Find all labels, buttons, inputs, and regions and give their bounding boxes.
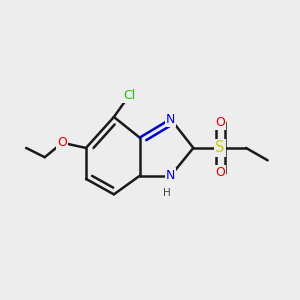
Text: O: O — [57, 136, 67, 149]
Text: O: O — [215, 166, 225, 179]
Text: N: N — [166, 112, 175, 125]
Text: N: N — [166, 169, 175, 182]
Text: Cl: Cl — [123, 89, 136, 102]
Text: H: H — [163, 188, 171, 198]
Text: O: O — [215, 116, 225, 129]
Text: S: S — [215, 140, 225, 155]
